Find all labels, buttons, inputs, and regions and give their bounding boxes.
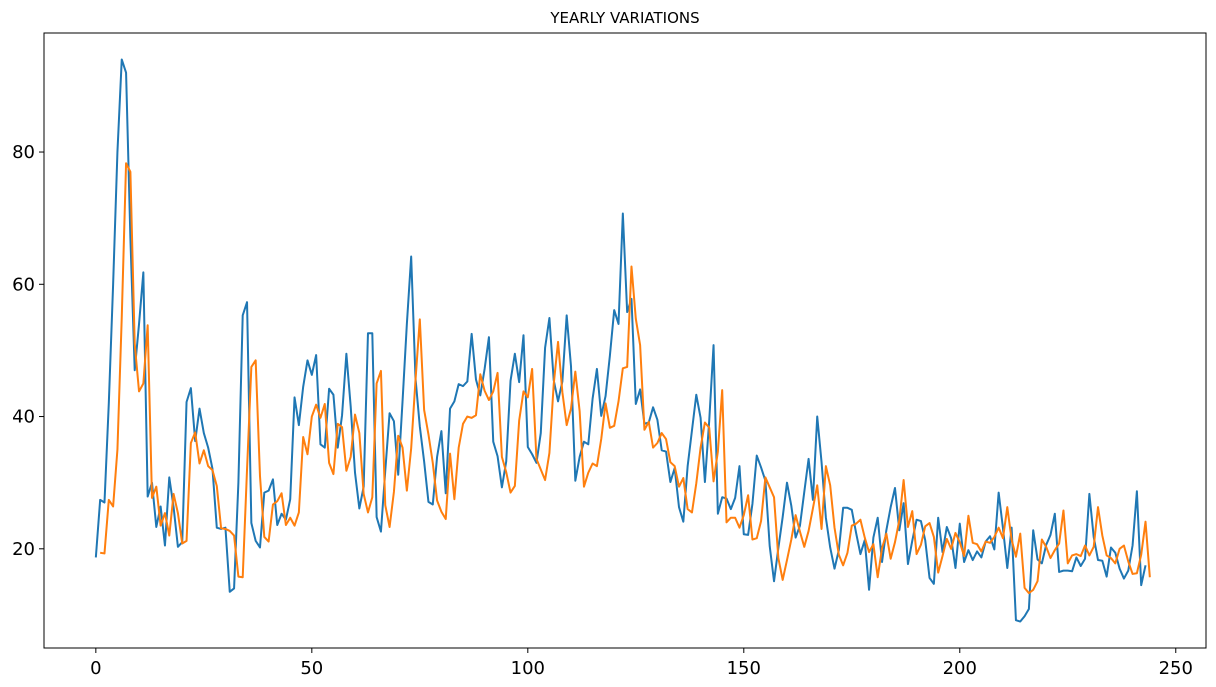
x-tick-label: 0 (90, 658, 101, 679)
y-tick-label: 20 (12, 539, 35, 560)
plot-frame (43, 32, 1207, 649)
series-line-2 (100, 162, 1151, 595)
x-tick-label: 50 (300, 658, 323, 679)
y-tick-label: 80 (12, 142, 35, 163)
x-tick-label: 250 (1159, 658, 1193, 679)
y-tick-label: 40 (12, 407, 35, 428)
chart-title: YEARLY VARIATIONS (549, 9, 699, 27)
series-layer (94, 58, 1151, 623)
x-tick-label: 100 (511, 658, 545, 679)
axes-layer: 0 50 100 150 200 250 20 40 60 80 (12, 32, 1207, 679)
series-line-1 (94, 58, 1147, 623)
x-tick-label: 150 (727, 658, 761, 679)
x-tick-label: 200 (943, 658, 977, 679)
y-tick-label: 60 (12, 274, 35, 295)
